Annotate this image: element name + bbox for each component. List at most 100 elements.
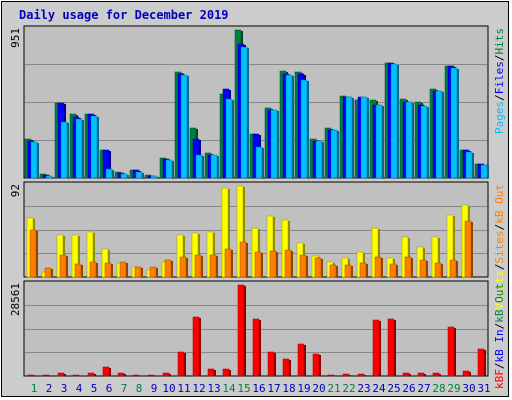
bar-sites-20 <box>314 257 322 278</box>
x-tick-label-21: 21 <box>327 382 340 395</box>
x-tick-label-3: 3 <box>61 382 68 395</box>
bar-kb-out-6 <box>102 366 110 377</box>
x-tick-label-13: 13 <box>207 382 220 395</box>
x-tick-label-24: 24 <box>372 382 386 395</box>
legend-item: Pages <box>493 101 506 134</box>
x-tick-label-19: 19 <box>297 382 310 395</box>
bar-sites-1 <box>29 229 37 278</box>
x-tick-label-10: 10 <box>162 382 175 395</box>
bar-kb-out-28 <box>432 372 440 377</box>
bar-kb-out-3 <box>57 372 65 377</box>
y-max-label-bottom: 28561 <box>9 283 22 316</box>
legend-item: kB <box>493 375 506 389</box>
bar-sites-16 <box>254 251 262 278</box>
bar-kb-out-20 <box>312 353 320 377</box>
legend-middle: Visits/Sites/kB Out <box>493 184 506 310</box>
bar-sites-3 <box>59 254 67 278</box>
bar-pages-22 <box>345 96 353 179</box>
x-tick-label-15: 15 <box>237 382 250 395</box>
legend-item: / <box>493 363 506 370</box>
bar-sites-6 <box>104 262 112 278</box>
bar-sites-26 <box>404 256 412 278</box>
bar-sites-24 <box>374 256 382 278</box>
bar-kb-out-14 <box>222 368 230 377</box>
x-tick-label-30: 30 <box>462 382 475 395</box>
bar-sites-23 <box>359 262 367 278</box>
bar-pages-28 <box>435 90 443 179</box>
bar-pages-25 <box>390 63 398 179</box>
legend-item: Visits <box>493 270 506 310</box>
bar-sites-2 <box>44 267 52 278</box>
bar-pages-16 <box>255 146 263 179</box>
bar-sites-28 <box>434 262 442 278</box>
bar-kb-out-15 <box>237 284 245 377</box>
bar-pages-7 <box>120 173 128 179</box>
bar-sites-18 <box>284 249 292 278</box>
bar-sites-11 <box>179 256 187 278</box>
bar-pages-23 <box>360 96 368 179</box>
bar-sites-8 <box>134 266 142 278</box>
x-tick-label-8: 8 <box>136 382 143 395</box>
bar-kb-out-29 <box>447 326 455 377</box>
bar-kb-out-8 <box>132 374 140 377</box>
bar-sites-30 <box>464 220 472 278</box>
bar-pages-11 <box>180 74 188 179</box>
legend-item: F <box>493 369 506 376</box>
legend-top: Pages/Files/Hits <box>493 28 506 134</box>
bar-pages-17 <box>270 109 278 179</box>
legend-item: kB Out <box>493 184 506 224</box>
x-tick-label-16: 16 <box>252 382 265 395</box>
bar-kb-out-10 <box>162 372 170 377</box>
bar-pages-15 <box>240 46 248 179</box>
bar-kb-out-9 <box>147 374 155 377</box>
bar-pages-21 <box>330 129 338 179</box>
bar-kb-out-7 <box>117 372 125 377</box>
x-tick-label-7: 7 <box>121 382 128 395</box>
bar-kb-out-18 <box>282 358 290 377</box>
bar-pages-12 <box>195 154 203 179</box>
bar-pages-24 <box>375 104 383 179</box>
legend-bottom: kBF/kB In/kB Out <box>493 283 506 389</box>
bar-pages-3 <box>60 121 68 179</box>
bar-pages-20 <box>315 140 323 179</box>
bar-sites-5 <box>89 261 97 278</box>
bar-kb-out-27 <box>417 372 425 377</box>
bar-kb-out-25 <box>387 318 395 377</box>
bar-sites-15 <box>239 241 247 278</box>
x-tick-label-25: 25 <box>387 382 400 395</box>
y-max-label-top: 951 <box>9 28 22 48</box>
x-tick-label-23: 23 <box>357 382 370 395</box>
bar-sites-7 <box>119 261 127 278</box>
legend-item: / <box>493 224 506 231</box>
x-tick-label-6: 6 <box>106 382 113 395</box>
x-tick-label-31: 31 <box>477 382 490 395</box>
x-tick-label-22: 22 <box>342 382 355 395</box>
x-tick-label-9: 9 <box>151 382 158 395</box>
bar-pages-14 <box>225 98 233 179</box>
bar-kb-out-22 <box>342 373 350 377</box>
bar-kb-out-21 <box>327 374 335 377</box>
bar-kb-out-23 <box>357 373 365 377</box>
bar-pages-10 <box>165 159 173 179</box>
bar-kb-out-4 <box>72 374 80 377</box>
bar-pages-8 <box>135 171 143 179</box>
bar-sites-12 <box>194 254 202 278</box>
x-tick-label-18: 18 <box>282 382 295 395</box>
legend-item: / <box>493 323 506 330</box>
x-tick-label-12: 12 <box>192 382 205 395</box>
chart-title: Daily usage for December 2019 <box>19 8 229 22</box>
bar-kb-out-19 <box>297 343 305 377</box>
bar-sites-13 <box>209 254 217 278</box>
bar-kb-out-11 <box>177 351 185 377</box>
x-tick-label-5: 5 <box>91 382 98 395</box>
x-tick-label-4: 4 <box>76 382 83 395</box>
bar-sites-19 <box>299 254 307 278</box>
legend-item: kB Out <box>493 283 506 323</box>
x-tick-label-17: 17 <box>267 382 280 395</box>
bar-kb-out-5 <box>87 372 95 377</box>
legend-item: / <box>493 94 506 101</box>
bar-sites-29 <box>449 259 457 278</box>
bar-pages-31 <box>480 164 488 179</box>
legend-item: kB In <box>493 329 506 362</box>
